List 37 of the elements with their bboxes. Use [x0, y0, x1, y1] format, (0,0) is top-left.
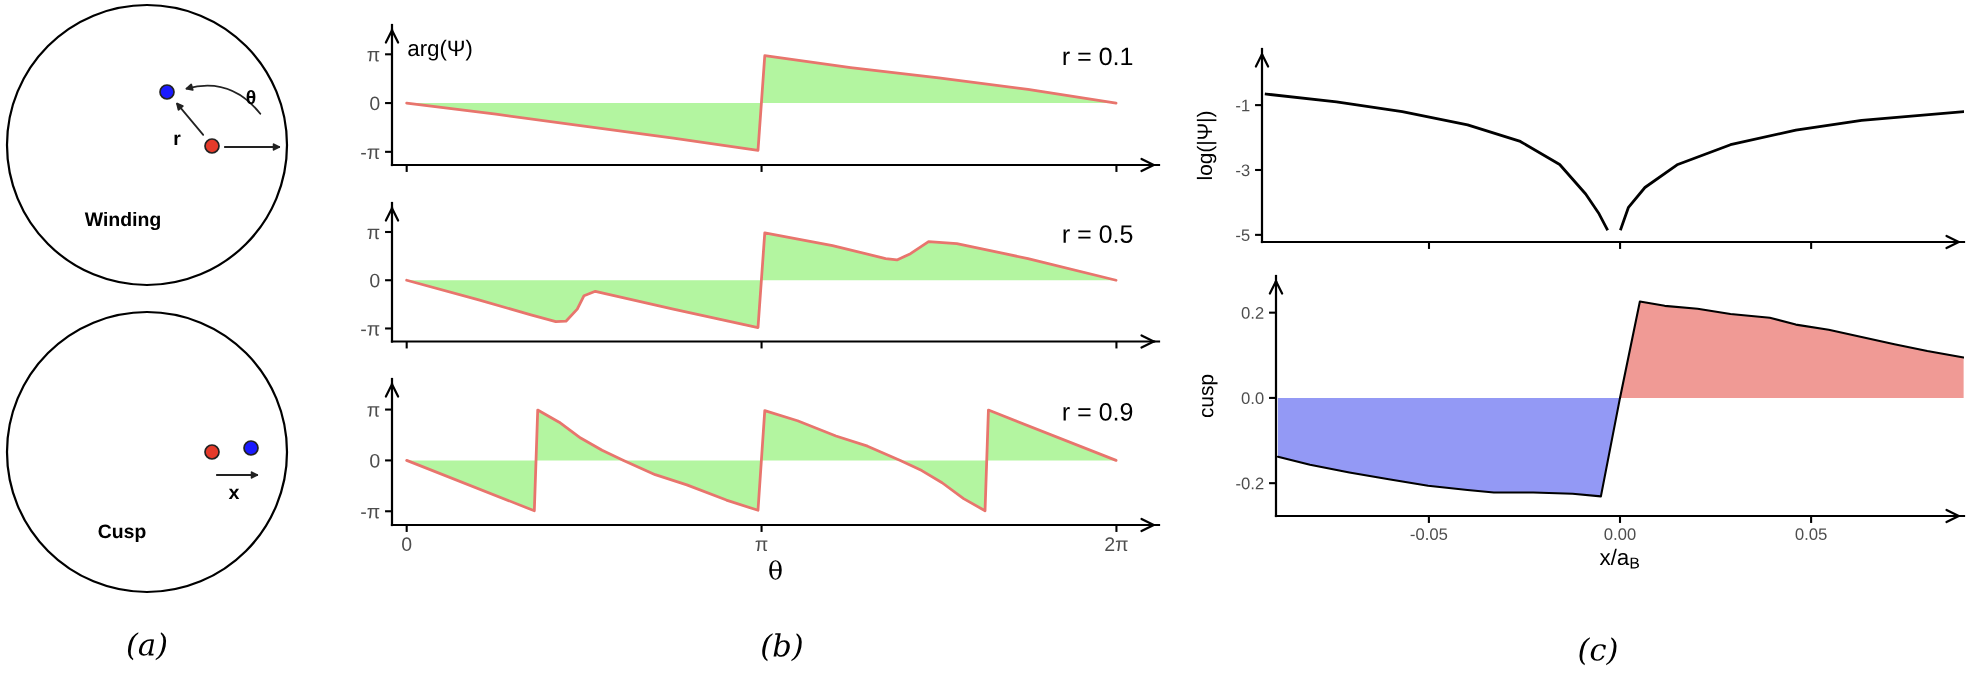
y-tick-label: -5 [1236, 229, 1250, 242]
text: Winding [84, 211, 160, 231]
x-tick-label: 2π [1105, 537, 1128, 552]
text: (c) [1579, 637, 1617, 666]
x-tick-label: 0 [402, 537, 412, 552]
y-tick-label: π [367, 406, 380, 417]
x-tick-label: π [755, 540, 768, 552]
y-tick-label: -3 [1236, 164, 1250, 177]
y-tick-label: -1 [1236, 99, 1250, 112]
y-axis-title: arg(Ψ) [408, 39, 472, 61]
text: r [174, 134, 181, 146]
y-axis-title: log(|Ψ|) [1196, 111, 1217, 180]
y-tick-label: π [367, 51, 380, 62]
x-tick-label: -0.05 [1410, 528, 1448, 541]
y-tick-label: π [367, 228, 380, 240]
y-axis-title: cusp [1201, 374, 1218, 418]
x-axis-title: θ [769, 560, 782, 580]
y-tick-label: -π [361, 325, 380, 336]
y-tick-label: 0.0 [1241, 392, 1264, 405]
text: Cusp [98, 524, 146, 543]
y-tick-label: 0 [370, 453, 380, 468]
y-tick-label: -π [361, 508, 380, 519]
y-tick-label: 0 [370, 273, 380, 288]
text: (b) [762, 633, 802, 662]
annotation: r = 0.5 [1063, 225, 1133, 243]
x-tick-label: 0.05 [1795, 528, 1827, 541]
annotation: r = 0.9 [1063, 403, 1133, 421]
text: x [228, 488, 240, 500]
y-tick-label: 0 [370, 96, 380, 111]
y-tick-label: -π [361, 148, 380, 160]
x-axis-title: x/a$_{B}$ [1599, 548, 1639, 569]
x-tick-label: 0.00 [1604, 528, 1636, 541]
y-tick-label: 0.2 [1241, 307, 1264, 319]
annotation: r = 0.1 [1063, 47, 1133, 66]
text: θ [246, 89, 256, 105]
text: (a) [127, 632, 167, 661]
y-tick-label: -0.2 [1236, 477, 1264, 490]
